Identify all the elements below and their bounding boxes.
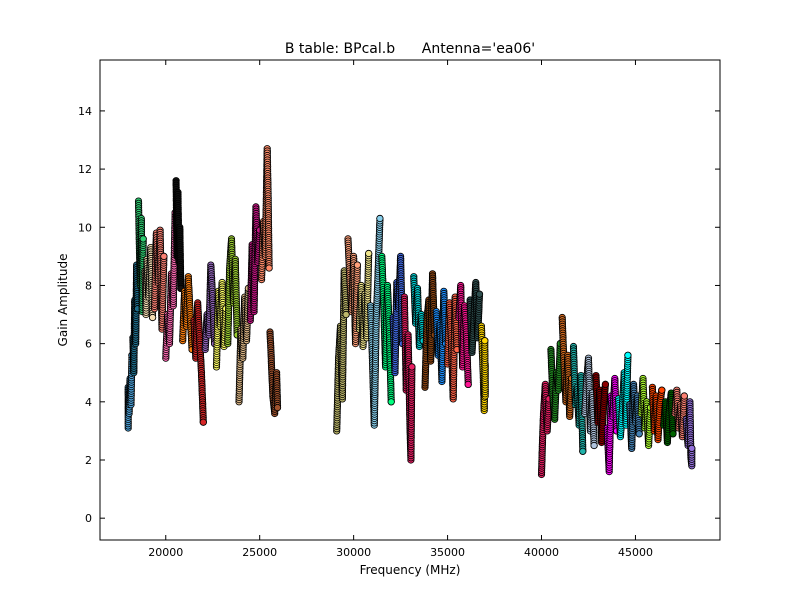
data-point-fill xyxy=(590,441,598,450)
data-point-fill xyxy=(635,430,643,438)
data-points xyxy=(124,145,696,479)
data-point-fill xyxy=(680,392,688,400)
data-point-fill xyxy=(342,310,350,319)
data-point-fill xyxy=(475,290,484,298)
data-point-fill xyxy=(273,403,282,412)
data-point-fill xyxy=(365,249,373,258)
data-point-fill xyxy=(481,337,489,345)
data-point-fill xyxy=(265,264,273,272)
data-point-fill xyxy=(601,380,610,388)
data-point-fill xyxy=(579,447,587,455)
data-point-fill xyxy=(353,261,361,269)
data-point-fill xyxy=(199,418,207,426)
data-point-fill xyxy=(149,313,157,322)
data-point-fill xyxy=(139,235,147,243)
data-point-fill xyxy=(658,386,666,394)
data-point-fill xyxy=(624,351,632,359)
data-point-fill xyxy=(669,430,677,438)
data-point-fill xyxy=(464,380,472,388)
data-point-fill xyxy=(376,214,384,223)
data-point-fill xyxy=(160,252,168,260)
chart-title: B table: BPcal.b Antenna='ea06' xyxy=(285,41,535,57)
data-point-fill xyxy=(387,398,395,406)
data-point-fill xyxy=(408,363,416,371)
